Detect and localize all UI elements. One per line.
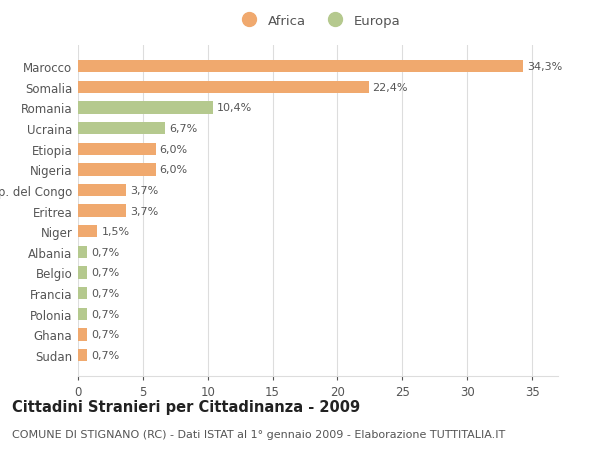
Text: 0,7%: 0,7% <box>91 330 119 340</box>
Text: 3,7%: 3,7% <box>130 206 158 216</box>
Text: Cittadini Stranieri per Cittadinanza - 2009: Cittadini Stranieri per Cittadinanza - 2… <box>12 399 360 414</box>
Text: 0,7%: 0,7% <box>91 350 119 360</box>
Text: 6,0%: 6,0% <box>160 145 188 154</box>
Bar <box>78 287 87 300</box>
Bar <box>78 185 126 197</box>
Bar <box>78 246 87 258</box>
Text: 6,0%: 6,0% <box>160 165 188 175</box>
Text: 6,7%: 6,7% <box>169 124 197 134</box>
Bar <box>78 82 368 94</box>
Text: 3,7%: 3,7% <box>130 185 158 196</box>
Text: 0,7%: 0,7% <box>91 309 119 319</box>
Text: 0,7%: 0,7% <box>91 247 119 257</box>
Text: 10,4%: 10,4% <box>217 103 252 113</box>
Text: 1,5%: 1,5% <box>101 227 130 237</box>
Bar <box>78 225 97 238</box>
Bar <box>78 123 165 135</box>
Bar <box>78 329 87 341</box>
Bar <box>78 267 87 279</box>
Legend: Africa, Europa: Africa, Europa <box>231 9 405 33</box>
Bar <box>78 205 126 217</box>
Bar <box>78 308 87 320</box>
Text: COMUNE DI STIGNANO (RC) - Dati ISTAT al 1° gennaio 2009 - Elaborazione TUTTITALI: COMUNE DI STIGNANO (RC) - Dati ISTAT al … <box>12 429 505 439</box>
Text: 22,4%: 22,4% <box>373 83 408 93</box>
Text: 34,3%: 34,3% <box>527 62 562 72</box>
Bar <box>78 143 156 156</box>
Text: 0,7%: 0,7% <box>91 288 119 298</box>
Bar <box>78 349 87 361</box>
Bar <box>78 61 523 73</box>
Bar <box>78 102 213 114</box>
Text: 0,7%: 0,7% <box>91 268 119 278</box>
Bar <box>78 164 156 176</box>
